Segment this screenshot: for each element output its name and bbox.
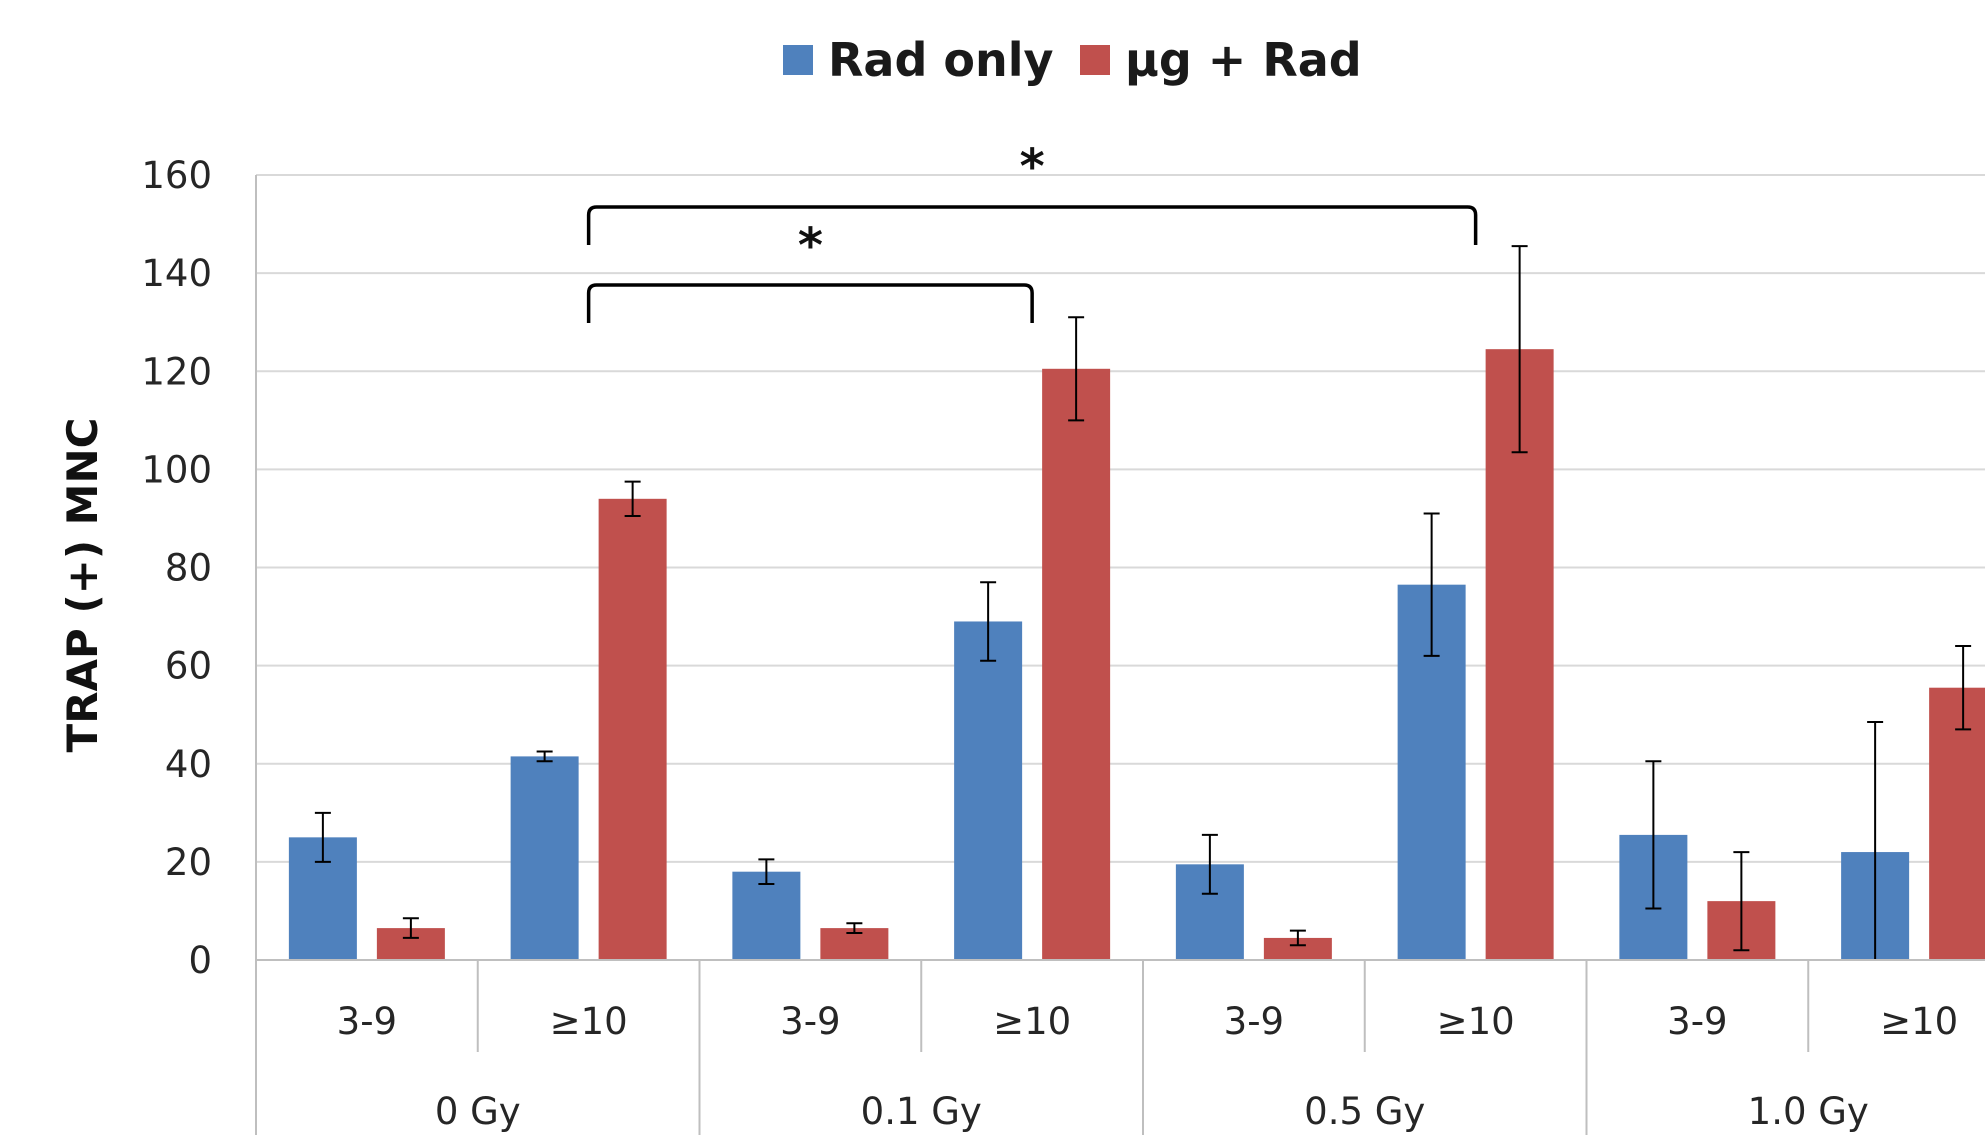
bar [1929, 687, 1985, 960]
significance-bracket [586, 205, 1478, 245]
bar [510, 756, 579, 960]
bar [1263, 937, 1332, 960]
y-tick-label: 120 [141, 350, 212, 393]
x-tick-label: ≥10 [1880, 1000, 1958, 1043]
y-tick-label: 80 [165, 547, 212, 590]
x-tick-label: ≥10 [993, 1000, 1071, 1043]
significance-bracket [586, 283, 1034, 323]
legend-swatch [783, 45, 813, 75]
bar [1042, 368, 1111, 960]
significance-star: * [1020, 139, 1045, 195]
bar [732, 871, 801, 960]
x-tick-label: ≥10 [550, 1000, 628, 1043]
bar [598, 498, 667, 960]
significance-star: * [798, 218, 823, 274]
y-tick-label: 0 [188, 939, 212, 982]
y-tick-label: 60 [165, 645, 212, 688]
legend-label: Rad only [828, 33, 1054, 87]
x-group-label: 0.5 Gy [1304, 1090, 1425, 1133]
y-tick-label: 100 [141, 448, 212, 491]
y-tick-label: 40 [165, 743, 212, 786]
bar [954, 621, 1023, 960]
y-axis-label: TRAP (+) MNC [58, 418, 107, 753]
x-group-label: 0 Gy [435, 1090, 521, 1133]
x-tick-label: 3-9 [780, 1000, 840, 1043]
x-tick-label: 3-9 [337, 1000, 397, 1043]
y-tick-label: 140 [141, 252, 212, 295]
y-tick-label: 160 [141, 154, 212, 197]
x-group-label: 1.0 Gy [1748, 1090, 1869, 1133]
legend-swatch [1080, 45, 1110, 75]
x-tick-label: ≥10 [1437, 1000, 1515, 1043]
x-tick-label: 3-9 [1224, 1000, 1284, 1043]
legend-label: µg + Rad [1125, 33, 1362, 87]
y-tick-label: 20 [165, 841, 212, 884]
x-tick-label: 3-9 [1667, 1000, 1727, 1043]
x-group-label: 0.1 Gy [861, 1090, 982, 1133]
